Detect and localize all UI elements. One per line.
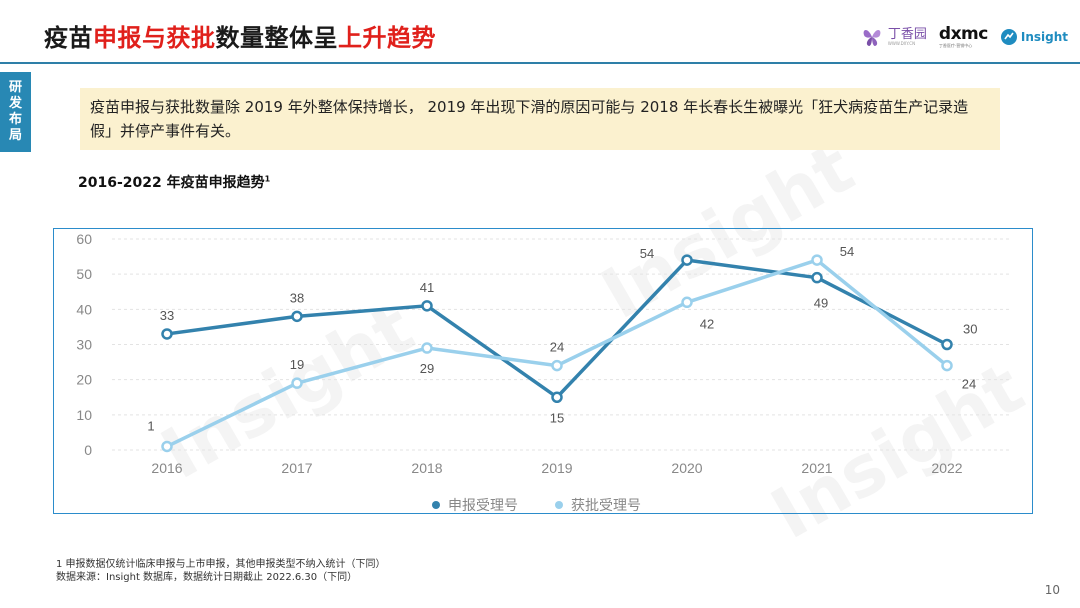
insight-logo-icon	[1000, 29, 1017, 45]
data-point	[291, 377, 303, 389]
data-point	[941, 338, 953, 351]
x-tick-label: 2021	[801, 460, 832, 476]
data-point	[551, 359, 563, 372]
chart-frame: 0 10 20 30 40 50 60 2016 2017 2018 2019 2020 2021 202…	[53, 228, 1033, 514]
legend-label: 获批受理号	[571, 497, 641, 512]
data-label: 54	[840, 244, 854, 259]
page-title: 疫苗申报与获批数量整体呈上升趋势	[44, 18, 436, 53]
data-label: 49	[814, 296, 828, 311]
data-label: 1	[147, 418, 154, 433]
y-tick-label: 10	[76, 407, 92, 423]
data-label: 33	[160, 308, 174, 323]
x-tick-label: 2016	[151, 460, 182, 476]
section-tab-char: 研	[8, 80, 22, 95]
dxy-logo: 丁香园 WWW.DXY.CN	[860, 25, 927, 49]
data-point	[421, 342, 433, 354]
series-line	[166, 258, 948, 399]
data-label: 42	[700, 316, 714, 331]
section-tab-char: 布	[8, 112, 22, 127]
chart-subtitle-text: 2016-2022 年疫苗申报趋势	[78, 175, 265, 191]
y-tick-label: 40	[76, 301, 92, 317]
dxmc-logo: dxmc 丁香医疗·营销中心	[938, 23, 988, 49]
logo-bar: 丁香园 WWW.DXY.CN dxmc 丁香医疗·营销中心 Insight	[860, 20, 1068, 54]
data-point	[291, 310, 303, 323]
y-tick-label: 20	[76, 372, 92, 388]
data-point	[811, 271, 823, 284]
data-label: 24	[550, 340, 564, 355]
data-point	[681, 296, 693, 309]
dxy-logo-sub: WWW.DXY.CN	[887, 41, 916, 46]
line-chart: 0 10 20 30 40 50 60 2016 2017 2018 2019 2020 2021 202…	[76, 231, 1009, 512]
insight-logo: Insight	[1000, 28, 1068, 46]
data-point	[421, 300, 433, 312]
y-tick-label: 0	[84, 442, 92, 458]
section-tab-char: 发	[8, 96, 22, 111]
data-label: 54	[640, 246, 654, 261]
y-tick-label: 50	[76, 266, 92, 282]
page-number: 10	[1044, 583, 1060, 597]
chart-subtitle: 2016-2022 年疫苗申报趋势1	[78, 172, 270, 192]
data-label: 19	[290, 357, 304, 372]
y-tick-label: 60	[76, 231, 92, 247]
legend-marker	[432, 501, 440, 509]
title-segment: 数量整体呈	[215, 24, 338, 52]
butterfly-icon	[863, 30, 881, 46]
x-tick-label: 2019	[541, 460, 572, 476]
footnote-marker: 1	[264, 174, 271, 184]
legend-label: 申报受理号	[448, 497, 518, 512]
dxmc-logo-text: dxmc	[938, 23, 988, 44]
source-line: 数据来源：Insight 数据库，数据统计日期截止 2022.6.30（下同）	[56, 572, 358, 583]
dxmc-logo-sub: 丁香医疗·营销中心	[938, 42, 973, 48]
x-tick-label: 2020	[671, 460, 702, 476]
data-label: 15	[550, 410, 564, 425]
header-divider	[0, 62, 1080, 64]
data-point	[161, 328, 173, 340]
summary-callout: 疫苗申报与获批数量除 2019 年外整体保持增长， 2019 年出现下滑的原因可…	[80, 88, 1000, 150]
footnote-line: 1 申报数据仅统计临床申报与上市申报，其他申报类型不纳入统计（下同）	[56, 559, 386, 570]
data-label: 24	[962, 377, 976, 392]
data-label: 38	[290, 290, 304, 305]
title-segment: 疫苗	[44, 24, 93, 52]
legend-marker	[555, 501, 563, 509]
y-tick-label: 30	[76, 337, 92, 353]
title-segment: 上升趋势	[338, 24, 436, 52]
data-label: 41	[420, 280, 434, 295]
data-label: 29	[420, 361, 434, 376]
data-point	[811, 254, 823, 266]
data-label: 30	[963, 322, 977, 337]
data-point	[941, 359, 953, 372]
section-tab-char: 局	[8, 128, 22, 143]
section-tab: 研 发 布 局	[0, 72, 31, 152]
title-segment: 申报与获批	[93, 24, 216, 52]
data-point	[681, 254, 693, 266]
x-tick-label: 2022	[931, 460, 962, 476]
x-tick-label: 2018	[411, 460, 442, 476]
data-point	[551, 391, 563, 403]
dxy-logo-text: 丁香园	[887, 27, 927, 42]
x-tick-label: 2017	[281, 460, 312, 476]
insight-logo-text: Insight	[1020, 30, 1068, 44]
data-point	[161, 440, 173, 453]
footnote: 1 申报数据仅统计临床申报与上市申报，其他申报类型不纳入统计（下同） 数据来源：…	[56, 558, 386, 584]
